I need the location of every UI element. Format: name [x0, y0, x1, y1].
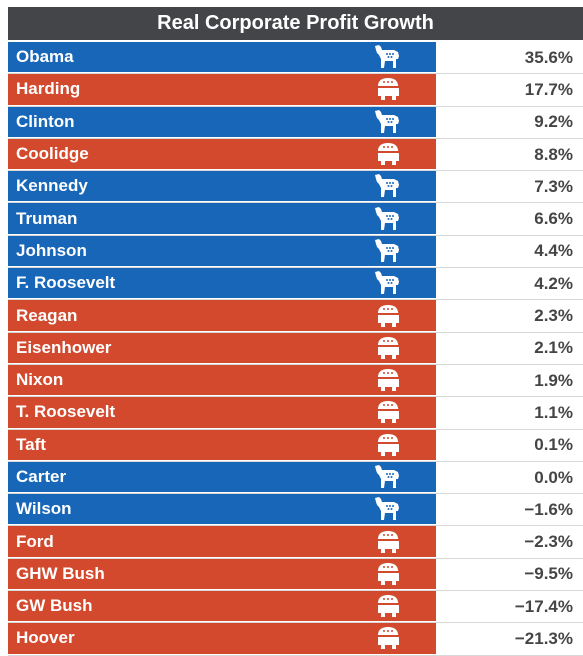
president-name: Coolidge — [16, 144, 89, 164]
table-row: T. Roosevelt 1.1% — [8, 397, 583, 430]
donkey-icon — [374, 173, 402, 199]
table-row: Taft 0.1% — [8, 429, 583, 462]
growth-value: 6.6% — [534, 209, 573, 229]
president-cell: Coolidge — [8, 138, 436, 171]
table-title: Real Corporate Profit Growth — [8, 7, 583, 42]
growth-value: −21.3% — [514, 628, 573, 648]
table-row: GHW Bush −9.5% — [8, 558, 583, 592]
president-cell: T. Roosevelt — [8, 397, 436, 429]
growth-value: 4.2% — [534, 273, 573, 293]
president-name: Carter — [16, 467, 67, 486]
growth-value: 2.1% — [534, 338, 573, 358]
table-row: Johnson 4.4% — [8, 235, 583, 269]
table-row: Truman 6.6% — [8, 203, 583, 236]
president-cell: Johnson — [8, 235, 436, 268]
president-name: Eisenhower — [16, 337, 112, 357]
growth-value: −1.6% — [524, 499, 573, 519]
growth-value: 8.8% — [534, 144, 573, 164]
president-cell: Kennedy — [8, 171, 436, 203]
president-name: Obama — [16, 47, 74, 67]
president-name: Ford — [16, 531, 54, 551]
donkey-icon — [374, 270, 402, 296]
president-name: GW Bush — [16, 596, 93, 616]
table-row: Ford −2.3% — [8, 526, 583, 559]
president-cell: Carter — [8, 461, 436, 494]
growth-value: 0.0% — [534, 467, 573, 487]
president-name: Wilson — [16, 499, 72, 519]
president-cell: Reagan — [8, 300, 436, 332]
president-cell: Hoover — [8, 623, 436, 655]
elephant-icon — [374, 367, 402, 393]
president-name: Hoover — [16, 628, 75, 648]
growth-value: −17.4% — [514, 596, 573, 616]
growth-value: −2.3% — [524, 532, 573, 552]
elephant-icon — [374, 335, 402, 361]
table-row: Carter 0.0% — [8, 461, 583, 495]
growth-value: 9.2% — [534, 112, 573, 132]
president-name: Clinton — [16, 111, 75, 131]
president-name: Nixon — [16, 370, 64, 390]
growth-value: 2.3% — [534, 306, 573, 326]
growth-value: 1.1% — [534, 402, 573, 422]
president-cell: Eisenhower — [8, 332, 436, 364]
table-row: Harding 17.7% — [8, 74, 583, 107]
donkey-icon — [374, 496, 402, 522]
president-name: T. Roosevelt — [16, 402, 116, 422]
growth-value: 0.1% — [534, 435, 573, 455]
table-row: Nixon 1.9% — [8, 364, 583, 398]
growth-value: 7.3% — [534, 176, 573, 196]
growth-value: 35.6% — [524, 47, 573, 67]
elephant-icon — [374, 141, 402, 167]
growth-value: 4.4% — [534, 241, 573, 261]
president-cell: Wilson — [8, 494, 436, 526]
president-cell: Obama — [8, 42, 436, 74]
donkey-icon — [374, 44, 402, 70]
president-name: Reagan — [16, 305, 78, 325]
president-name: GHW Bush — [16, 563, 105, 583]
table-row: Hoover −21.3% — [8, 623, 583, 656]
president-cell: Truman — [8, 203, 436, 235]
elephant-icon — [374, 303, 402, 329]
president-cell: Nixon — [8, 364, 436, 397]
profit-growth-table: Real Corporate Profit Growth Obama 35.6% H… — [8, 7, 583, 656]
elephant-icon — [374, 593, 402, 619]
growth-value: 1.9% — [534, 370, 573, 390]
table-body: Obama 35.6% Harding 17.7% Clinton 9.2% Coolidg… — [8, 42, 583, 656]
table-row: GW Bush −17.4% — [8, 591, 583, 624]
donkey-icon — [374, 109, 402, 135]
table-row: F. Roosevelt 4.2% — [8, 268, 583, 301]
elephant-icon — [374, 432, 402, 458]
president-name: Taft — [16, 434, 46, 454]
table-row: Kennedy 7.3% — [8, 171, 583, 204]
growth-value: −9.5% — [524, 564, 573, 584]
elephant-icon — [374, 625, 402, 651]
elephant-icon — [374, 76, 402, 102]
table-row: Wilson −1.6% — [8, 494, 583, 527]
president-cell: F. Roosevelt — [8, 268, 436, 300]
president-cell: Ford — [8, 526, 436, 558]
table-row: Clinton 9.2% — [8, 106, 583, 139]
donkey-icon — [374, 464, 402, 490]
table-row: Reagan 2.3% — [8, 300, 583, 333]
president-name: Truman — [16, 208, 78, 228]
president-cell: Taft — [8, 429, 436, 461]
elephant-icon — [374, 529, 402, 555]
donkey-icon — [374, 238, 402, 264]
elephant-icon — [374, 561, 402, 587]
table-row: Eisenhower 2.1% — [8, 332, 583, 365]
table-row: Coolidge 8.8% — [8, 138, 583, 172]
president-name: Kennedy — [16, 176, 88, 196]
president-name: Johnson — [16, 240, 87, 260]
president-cell: GW Bush — [8, 591, 436, 623]
president-cell: Clinton — [8, 106, 436, 138]
president-cell: Harding — [8, 74, 436, 106]
president-cell: GHW Bush — [8, 558, 436, 591]
president-name: Harding — [16, 79, 81, 99]
growth-value: 17.7% — [524, 79, 573, 99]
table-row: Obama 35.6% — [8, 42, 583, 75]
president-name: F. Roosevelt — [16, 273, 116, 293]
donkey-icon — [374, 206, 402, 232]
elephant-icon — [374, 399, 402, 425]
